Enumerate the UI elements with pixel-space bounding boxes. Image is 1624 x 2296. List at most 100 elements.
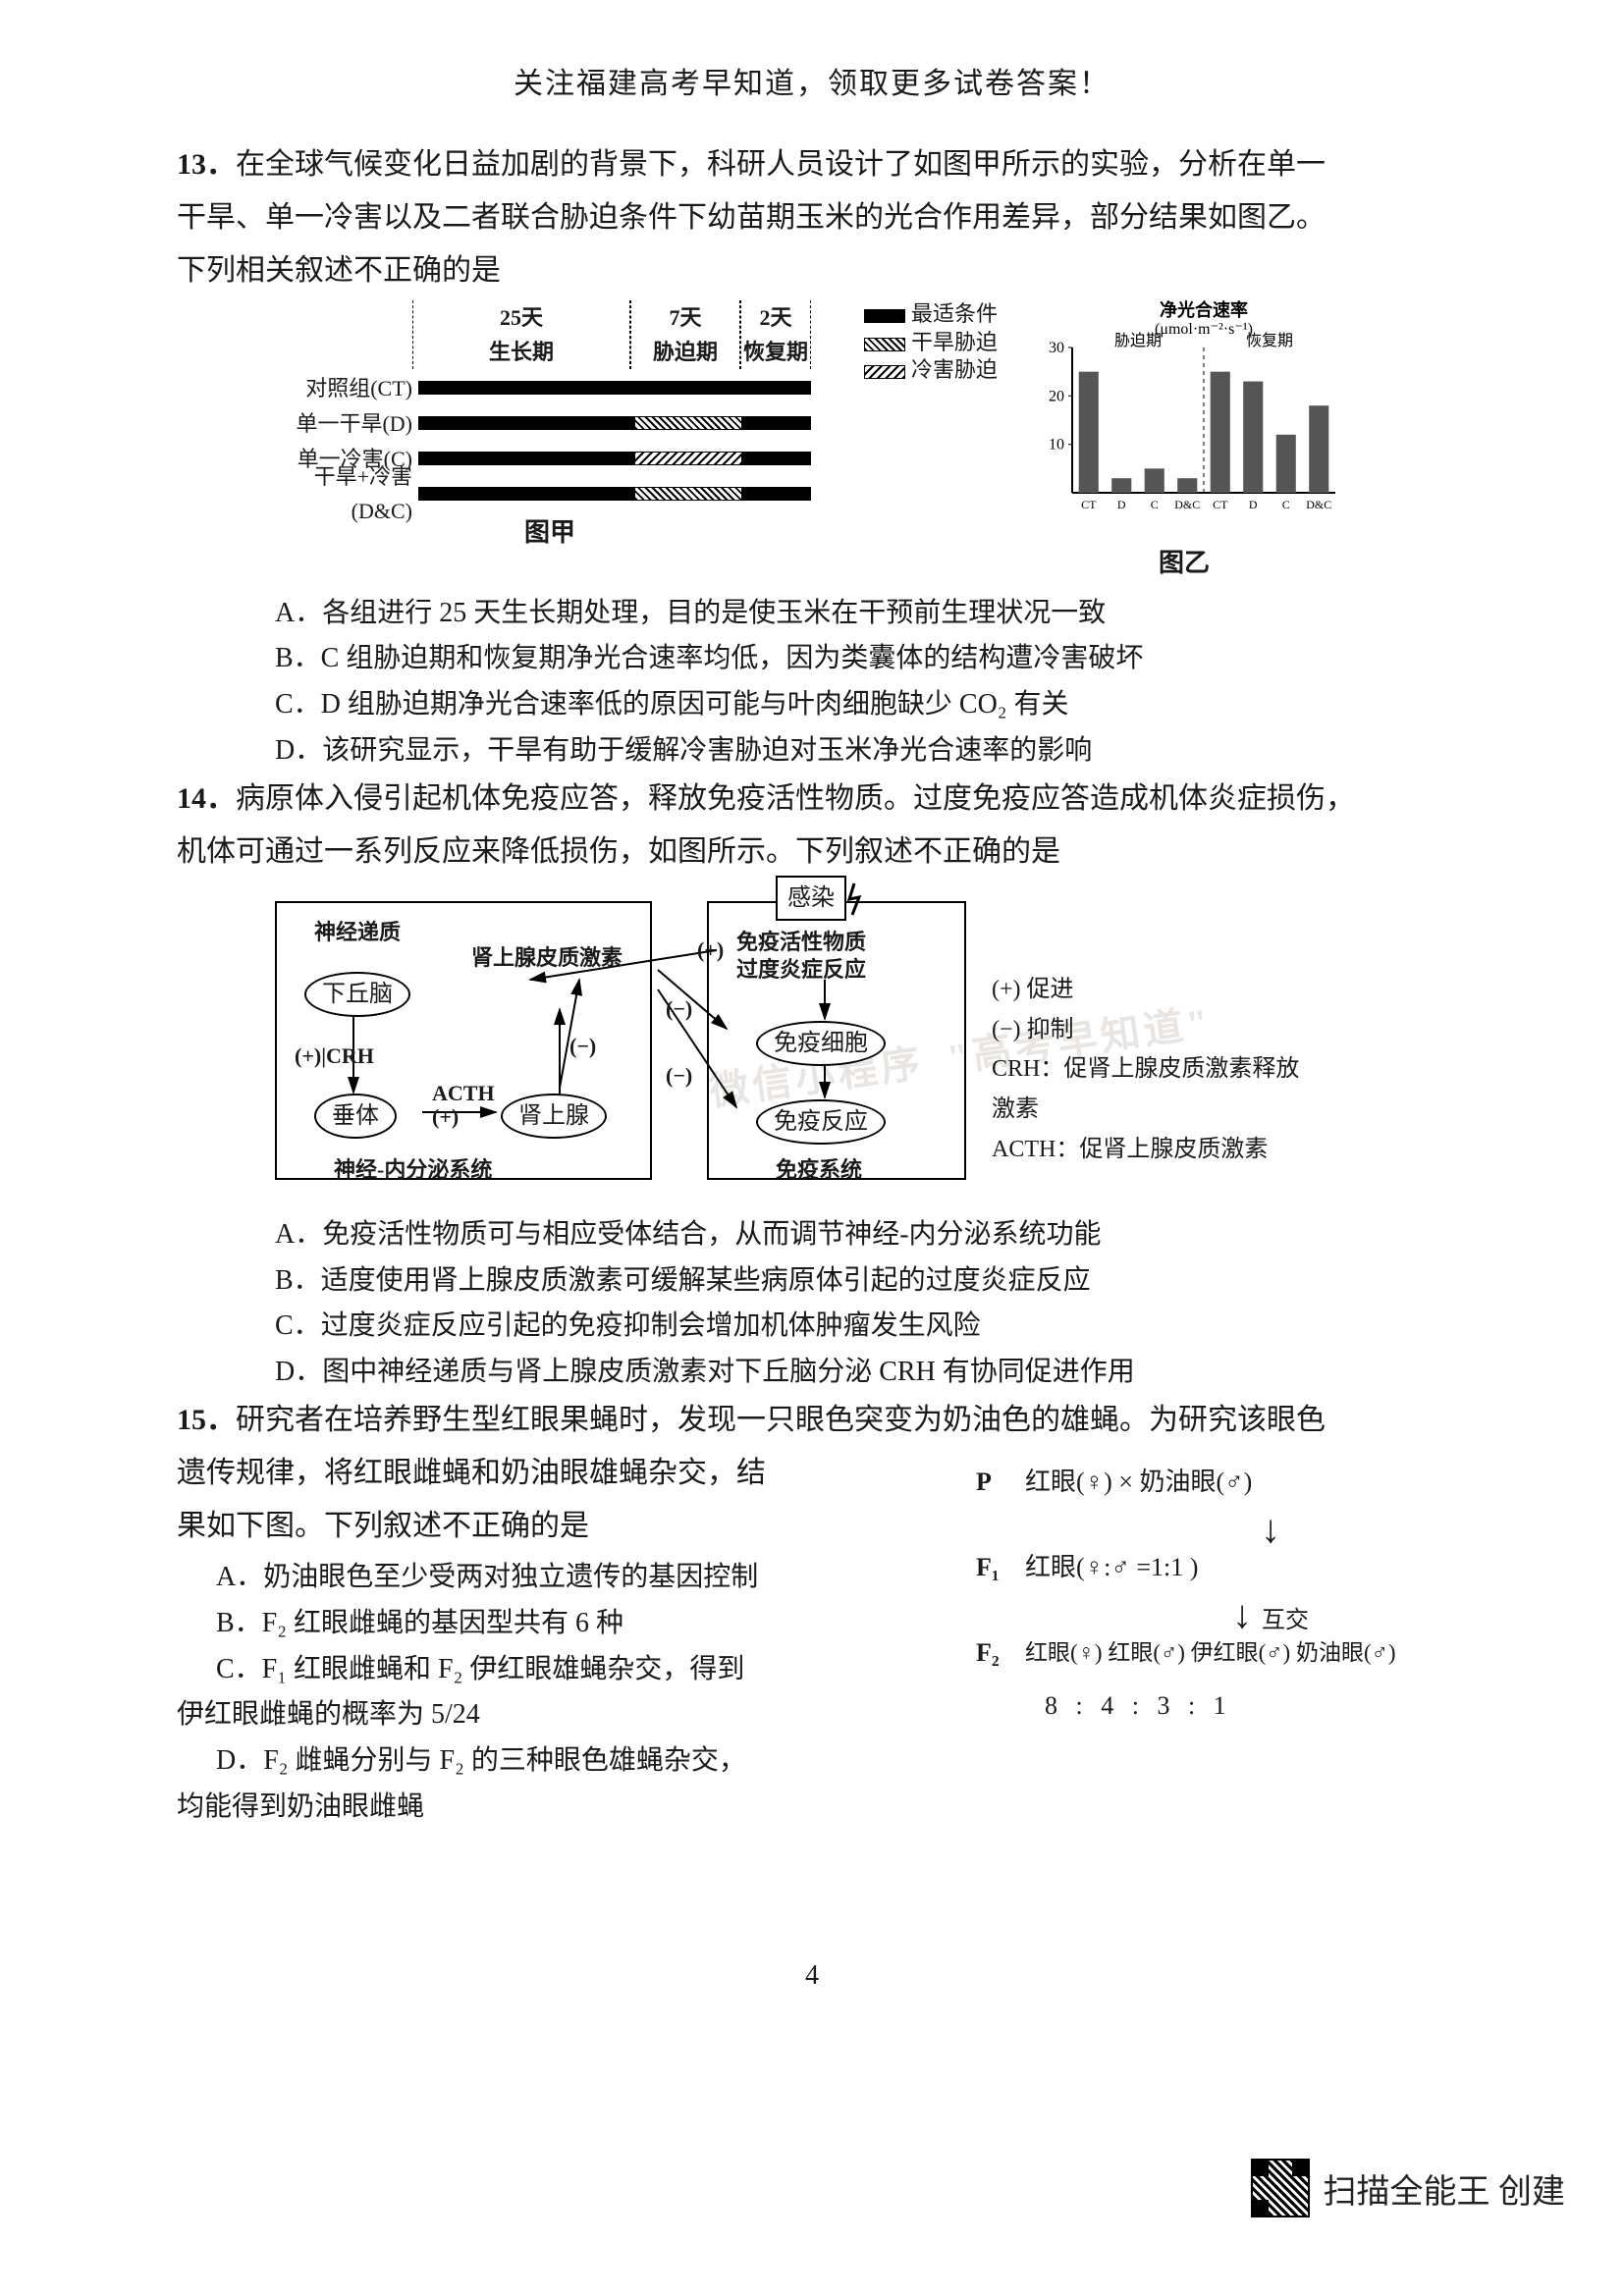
scanner-text: 扫描全能王 创建 — [1324, 2164, 1566, 2213]
q15-text1: 研究者在培养野生型红眼果蝇时，发现一只眼色突变为奶油色的雄蝇。为研究该眼色 — [236, 1404, 1326, 1436]
gen-f2-text: 红眼(♀) 红眼(♂) 伊红眼(♂) 奶油眼(♂) — [1025, 1632, 1396, 1673]
q15-genetics-diagram: P 红眼(♀) × 奶油眼(♂) ↓ F₁ 红眼(♀:♂ =1:1 ) ↓ 互交… — [976, 1450, 1447, 1737]
page-number: 4 — [0, 1960, 1624, 1992]
exam-page: 关注福建高考早知道，领取更多试卷答案！ 13．在全球气候变化日益加剧的背景下，科… — [0, 0, 1624, 2296]
ia-bar-segment — [634, 416, 742, 430]
svg-text:D: D — [1117, 498, 1126, 511]
q15-line2: 遗传规律，将红眼雌蝇和奶油眼雄蝇杂交，结 — [177, 1450, 947, 1497]
legend-label: 干旱胁迫 — [911, 330, 998, 354]
adrenal-node: 肾上腺 — [501, 1094, 607, 1139]
q13-option-d: D．该研究显示，干旱有助于缓解冷害胁迫对玉米净光合速率的影响 — [275, 729, 1447, 774]
gen-ratio: 8 : 4 : 3 : 1 — [976, 1683, 1447, 1730]
svg-text:C: C — [1151, 498, 1159, 511]
q13-option-a: A．各组进行 25 天生长期处理，目的是使玉米在干预前生理状况一致 — [275, 592, 1447, 636]
q15-option-b: B．F₂ 红眼雌蝇的基因型共有 6 种 — [216, 1602, 947, 1646]
figure-ia: 25天生长期 7天胁迫期 2天恢复期 对照组(CT)单一干旱(D)单一冷害(C)… — [275, 300, 825, 554]
q15-option-d: D．F₂ 雌蝇分别与 F₂ 的三种眼色雄蝇杂交， — [216, 1739, 947, 1784]
left-caption: 神经-内分泌系统 — [334, 1152, 492, 1187]
page-header: 关注福建高考早知道，领取更多试卷答案！ — [177, 59, 1447, 102]
q14-number: 14． — [177, 782, 236, 815]
arrow-down-1: ↓ — [976, 1510, 1447, 1549]
legend-negative: (−) 抑制 — [992, 1010, 1316, 1050]
svg-text:恢复期: 恢复期 — [1246, 332, 1293, 349]
minus-3: (−) — [569, 1029, 596, 1063]
ia-legend-item: 干旱胁迫 — [864, 329, 998, 357]
ia-row: 干旱+冷害(D&C) — [275, 477, 825, 510]
ia-row-label: 干旱+冷害(D&C) — [275, 459, 418, 528]
pituitary-node: 垂体 — [314, 1094, 397, 1139]
ia-seg2-sub: 胁迫期 — [631, 335, 739, 369]
question-14: 14．病原体入侵引起机体免疫应答，释放免疫活性物质。过度免疫应答造成机体炎症损伤… — [177, 775, 1447, 1395]
q15-options: A．奶油眼色至少受两对独立遗传的基因控制 B．F₂ 红眼雌蝇的基因型共有 6 种… — [216, 1556, 947, 1830]
q14-line2: 机体可通过一系列反应来降低损伤，如图所示。下列叙述不正确的是 — [177, 828, 1447, 876]
ia-legend-item: 冷害胁迫 — [864, 356, 998, 385]
gen-f1-label: F₁ — [976, 1545, 1015, 1591]
crh-label: (+)|CRH — [295, 1039, 374, 1073]
scanner-tag: 扫描全能王 创建 — [1251, 2159, 1566, 2217]
svg-text:C: C — [1282, 498, 1290, 511]
hypothalamus-node: 下丘脑 — [304, 972, 410, 1017]
legend-positive: (+) 促进 — [992, 970, 1316, 1010]
q15-left: 遗传规律，将红眼雌蝇和奶油眼雄蝇杂交，结 果如下图。下列叙述不正确的是 A．奶油… — [177, 1450, 947, 1832]
ia-legend-item: 最适条件 — [864, 300, 998, 329]
q15-line3: 果如下图。下列叙述不正确的是 — [177, 1503, 947, 1550]
q14-option-a: A．免疫活性物质可与相应受体结合，从而调节神经-内分泌系统功能 — [275, 1213, 1447, 1257]
legend-swatch — [864, 338, 905, 351]
q13-options: A．各组进行 25 天生长期处理，目的是使玉米在干预前生理状况一致 B．C 组胁… — [275, 592, 1447, 774]
svg-text:30: 30 — [1049, 340, 1064, 356]
gen-f1-line: F₁ 红眼(♀:♂ =1:1 ) — [976, 1545, 1447, 1591]
svg-text:D: D — [1249, 498, 1258, 511]
qr-code-icon — [1251, 2159, 1310, 2217]
immune-cell-node: 免疫细胞 — [756, 1021, 886, 1066]
q13-line3: 下列相关叙述不正确的是 — [177, 247, 1447, 294]
ia-bar-segment — [418, 487, 634, 501]
q15-body: 遗传规律，将红眼雌蝇和奶油眼雄蝇杂交，结 果如下图。下列叙述不正确的是 A．奶油… — [177, 1450, 1447, 1832]
ib-caption: 图乙 — [1027, 543, 1341, 584]
immune-response-node: 免疫反应 — [756, 1099, 886, 1145]
ia-bar-segment — [418, 452, 634, 465]
gen-p-line: P 红眼(♀) × 奶油眼(♂) — [976, 1460, 1447, 1506]
ia-legend: 最适条件干旱胁迫冷害胁迫 — [864, 300, 998, 385]
q13-line2: 干旱、单一冷害以及二者联合胁迫条件下幼苗期玉米的光合作用差异，部分结果如图乙。 — [177, 194, 1447, 241]
gen-p-label: P — [976, 1460, 1015, 1506]
svg-text:20: 20 — [1049, 388, 1064, 404]
neurotransmitter-label: 神经递质 — [314, 915, 401, 949]
figure-ib-chart: 净光合速率(μmol·m⁻²·s⁻¹)102030胁迫期恢复期CTDCD&CCT… — [1027, 300, 1341, 526]
q14-line1: 14．病原体入侵引起机体免疫应答，释放免疫活性物质。过度免疫应答造成机体炎症损伤… — [177, 775, 1447, 823]
q14-option-b: B．适度使用肾上腺皮质激素可缓解某些病原体引起的过度炎症反应 — [275, 1259, 1447, 1304]
gen-f1-text: 红眼(♀:♂ =1:1 ) — [1025, 1545, 1198, 1591]
ia-seg2-label: 7天 — [631, 300, 739, 335]
question-13: 13．在全球气候变化日益加剧的背景下，科研人员设计了如图甲所示的实验，分析在单一… — [177, 141, 1447, 774]
q13-line1: 13．在全球气候变化日益加剧的背景下，科研人员设计了如图甲所示的实验，分析在单一 — [177, 141, 1447, 188]
inflammation-label: 过度炎症反应 — [736, 952, 866, 987]
q13-option-b: B．C 组胁迫期和恢复期净光合速率均低，因为类囊体的结构遭冷害破坏 — [275, 637, 1447, 681]
ia-bar-segment — [634, 487, 742, 501]
legend-acth: ACTH：促肾上腺皮质激素 — [992, 1130, 1316, 1170]
minus-1: (−) — [666, 991, 692, 1026]
minus-2: (−) — [666, 1058, 692, 1093]
q13-number: 13． — [177, 148, 236, 181]
ia-bar-segment — [634, 452, 742, 465]
q14-diagram: 微信小程序 "高考早知道" — [275, 881, 1316, 1205]
infection-label: 感染 — [776, 876, 846, 921]
q13-figures: 25天生长期 7天胁迫期 2天恢复期 对照组(CT)单一干旱(D)单一冷害(C)… — [275, 300, 1447, 584]
ia-bar-segment — [634, 381, 742, 395]
ia-header: 25天生长期 7天胁迫期 2天恢复期 — [275, 300, 825, 369]
svg-text:(μmol·m⁻²·s⁻¹): (μmol·m⁻²·s⁻¹) — [1155, 321, 1253, 338]
hormone-label: 肾上腺皮质激素 — [471, 940, 623, 975]
legend-label: 最适条件 — [911, 301, 998, 326]
svg-text:CT: CT — [1213, 498, 1228, 511]
ia-bar-segment — [742, 452, 811, 465]
ia-bar-segment — [418, 381, 634, 395]
ia-row-label: 单一干旱(D) — [275, 406, 418, 441]
svg-text:10: 10 — [1049, 437, 1064, 454]
ia-bar-segment — [742, 487, 811, 501]
svg-text:D&C: D&C — [1306, 498, 1331, 511]
gen-f2-line: F₂ 红眼(♀) 红眼(♂) 伊红眼(♂) 奶油眼(♂) — [976, 1630, 1447, 1677]
ia-seg3-sub: 恢复期 — [741, 335, 810, 369]
legend-label: 冷害胁迫 — [911, 357, 998, 382]
question-15: 15．研究者在培养野生型红眼果蝇时，发现一只眼色突变为奶油色的雄蝇。为研究该眼色… — [177, 1397, 1447, 1832]
q14-option-d: D．图中神经递质与肾上腺皮质激素对下丘脑分泌 CRH 有协同促进作用 — [275, 1351, 1447, 1395]
plus-1: (+) — [697, 933, 724, 967]
intercross-label: 互交 — [1262, 1608, 1309, 1633]
